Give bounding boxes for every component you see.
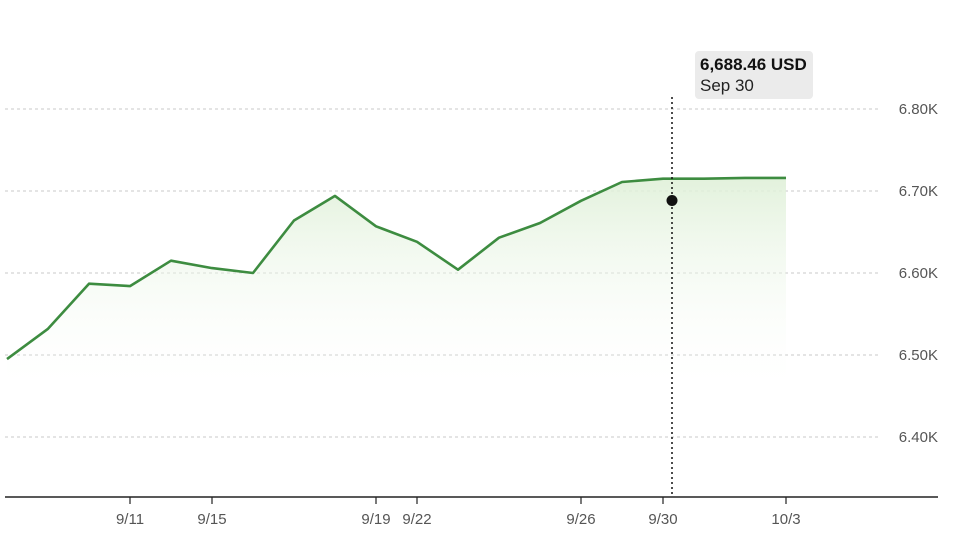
x-tick-label: 9/15: [197, 511, 226, 528]
series-line: [6, 176, 786, 361]
x-tick-label: 9/30: [648, 511, 677, 528]
y-tick-label: 6.60K: [899, 265, 938, 282]
x-tick-label: 9/11: [116, 511, 144, 528]
y-tick-label: 6.40K: [899, 429, 938, 446]
y-tick-label: 6.50K: [899, 347, 938, 364]
tooltip-value: 6,688.46 USD: [700, 55, 807, 74]
series-area: [7, 177, 786, 397]
tooltip-date: Sep 30: [700, 76, 754, 95]
x-axis-ticks: 9/11 9/15 9/19 9/22 9/26 9/30 10/3: [116, 497, 801, 528]
x-tick-label: 9/26: [566, 511, 595, 528]
tooltip: 6,688.46 USD Sep 30: [695, 51, 813, 99]
y-tick-label: 6.70K: [899, 183, 938, 200]
y-tick-label: 6.80K: [899, 101, 938, 118]
x-tick-label: 10/3: [771, 511, 800, 528]
x-tick-label: 9/22: [402, 511, 431, 528]
y-axis-labels: 6.40K 6.50K 6.60K 6.70K 6.80K: [899, 101, 938, 446]
hover-point[interactable]: [666, 194, 678, 206]
x-tick-label: 9/19: [361, 511, 390, 528]
